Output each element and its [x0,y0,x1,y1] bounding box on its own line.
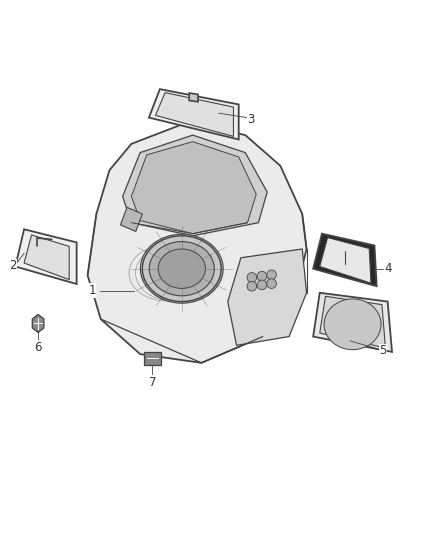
Text: 2: 2 [9,259,17,272]
Ellipse shape [140,234,223,303]
Ellipse shape [328,302,378,346]
Polygon shape [88,122,307,363]
Polygon shape [228,249,307,345]
Text: 1: 1 [88,284,96,297]
Circle shape [267,279,276,288]
Polygon shape [32,314,44,333]
Polygon shape [320,238,371,283]
Ellipse shape [158,249,205,288]
Polygon shape [123,135,267,236]
Polygon shape [24,235,69,280]
Polygon shape [149,89,239,140]
Polygon shape [155,93,233,136]
Ellipse shape [333,306,372,342]
Text: 5: 5 [379,344,386,357]
Circle shape [267,270,276,280]
Ellipse shape [149,241,214,296]
Polygon shape [313,233,377,286]
Circle shape [247,273,257,282]
Polygon shape [189,93,198,102]
Polygon shape [320,296,385,348]
Ellipse shape [324,299,381,350]
Circle shape [257,271,267,281]
Polygon shape [120,207,142,231]
Polygon shape [313,293,392,352]
Polygon shape [144,352,161,365]
Polygon shape [131,142,256,233]
Text: 6: 6 [34,341,42,354]
Circle shape [247,281,257,291]
Text: 7: 7 [148,376,156,389]
Polygon shape [15,229,77,284]
Circle shape [257,280,267,290]
Ellipse shape [338,312,367,337]
Text: 4: 4 [385,262,392,275]
Text: 3: 3 [247,114,254,126]
Ellipse shape [142,236,221,302]
